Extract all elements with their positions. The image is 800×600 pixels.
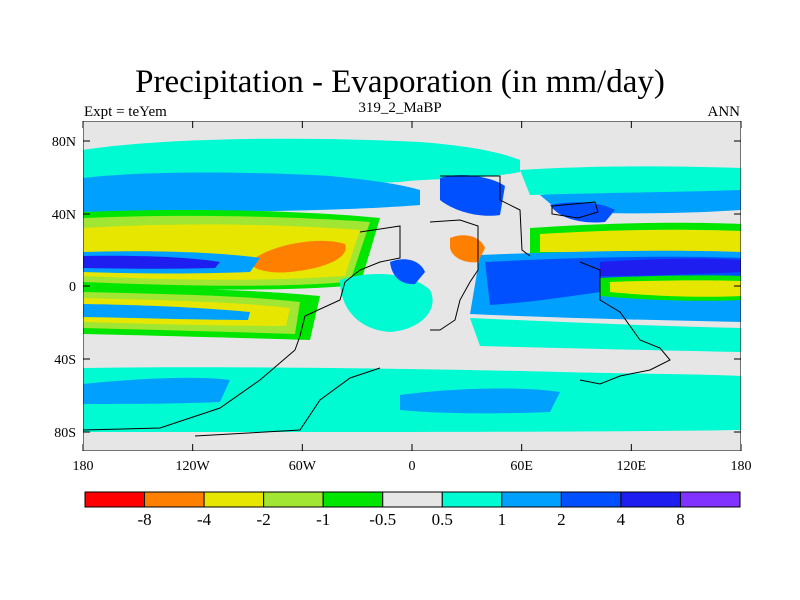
lat-tick-label: 80N [52, 135, 76, 150]
field-itcz-west-dblue [83, 255, 220, 269]
experiment-subtitle: 319_2_MaBP [358, 100, 442, 116]
field-itcz-east-dblue [600, 258, 741, 276]
field-east-yellow [540, 229, 741, 252]
colorbar-label: 1 [498, 510, 507, 529]
coast-africa [429, 219, 479, 331]
season-label: ANN [707, 104, 741, 120]
colorbar-swatch [144, 491, 205, 508]
colorbar-swatch [84, 491, 146, 508]
lon-tick-label: 60E [510, 459, 533, 474]
colorbar-swatch [501, 491, 562, 508]
field-pacific-orange [250, 240, 346, 273]
coast-asia-island [551, 201, 599, 219]
field-east-eq-yellow [610, 280, 741, 297]
field-amazon-blue [390, 259, 425, 285]
coast-southern-continent [194, 367, 381, 437]
colorbar-label: -2 [257, 510, 271, 529]
colorbar-swatch [560, 491, 622, 508]
lon-tick-label: 0 [409, 459, 416, 474]
coast-europe [440, 175, 531, 257]
lon-tick-label: 180 [731, 459, 752, 474]
lat-tick-label: 0 [69, 280, 76, 295]
lat-tick-label: 40N [52, 208, 76, 223]
colorbar-label: -4 [197, 510, 212, 529]
colorbar-label: 4 [617, 510, 626, 529]
field-south-indian-cyan [470, 318, 741, 352]
experiment-label: Expt = teYem [84, 104, 167, 120]
field-samerica-cyan [340, 274, 433, 332]
coastlines [83, 175, 671, 437]
field-north-blue [83, 172, 420, 214]
latitude-axis: 80N 40N 0 40S 80S [52, 135, 741, 441]
coast-south-margin [83, 349, 296, 431]
field-europe-blue [440, 175, 505, 216]
lon-tick-label: 120E [617, 459, 647, 474]
colorbar-label: 2 [557, 510, 566, 529]
colorbar-swatch [203, 491, 265, 508]
lon-tick-label: 180 [73, 459, 94, 474]
colorbar-label: -0.5 [369, 510, 396, 529]
colorbar-swatch [620, 491, 681, 508]
colorbar-label: -1 [316, 510, 330, 529]
longitude-axis: 180 120W 60W 0 60E 120E 180 [73, 121, 752, 474]
colorbar-swatch [679, 491, 741, 508]
field-africa-orange [450, 235, 485, 263]
field-south-blue-1 [83, 377, 230, 404]
field-ne-cyan [520, 166, 741, 195]
colorbar-swatch [263, 491, 324, 508]
colorbar-swatch [382, 491, 443, 508]
lon-tick-label: 120W [176, 459, 211, 474]
lon-tick-label: 60W [289, 459, 317, 474]
colorbar: -8 -4 -2 -1 -0.5 0.5 1 2 4 8 [84, 491, 741, 529]
colorbar-label: 8 [676, 510, 685, 529]
colorbar-swatch [441, 491, 503, 508]
coast-americas [294, 225, 401, 351]
plot-title: Precipitation - Evaporation (in mm/day) [135, 64, 665, 100]
coast-east-continent [579, 261, 671, 385]
field-asia-blue [550, 202, 615, 223]
lat-tick-label: 40S [54, 353, 76, 368]
map-panel [83, 121, 741, 451]
colorbar-swatch [322, 491, 384, 508]
lat-tick-label: 80S [54, 426, 76, 441]
colorbar-label: -8 [137, 510, 151, 529]
colorbar-label: 0.5 [432, 510, 453, 529]
field-spcz-blue [83, 304, 250, 320]
field-polar-gray [83, 432, 741, 451]
field-south-blue-2 [400, 388, 560, 414]
